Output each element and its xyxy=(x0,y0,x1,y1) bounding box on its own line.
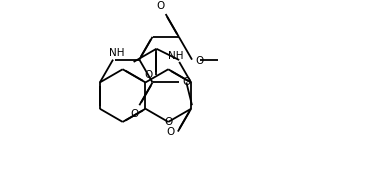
Text: O: O xyxy=(157,1,165,11)
Text: NH: NH xyxy=(109,48,125,58)
Text: O: O xyxy=(166,127,174,137)
Text: O: O xyxy=(196,56,204,66)
Text: O: O xyxy=(183,77,191,87)
Text: NH: NH xyxy=(168,51,183,61)
Text: O: O xyxy=(164,117,172,127)
Text: O: O xyxy=(131,109,139,119)
Text: O: O xyxy=(145,70,153,80)
